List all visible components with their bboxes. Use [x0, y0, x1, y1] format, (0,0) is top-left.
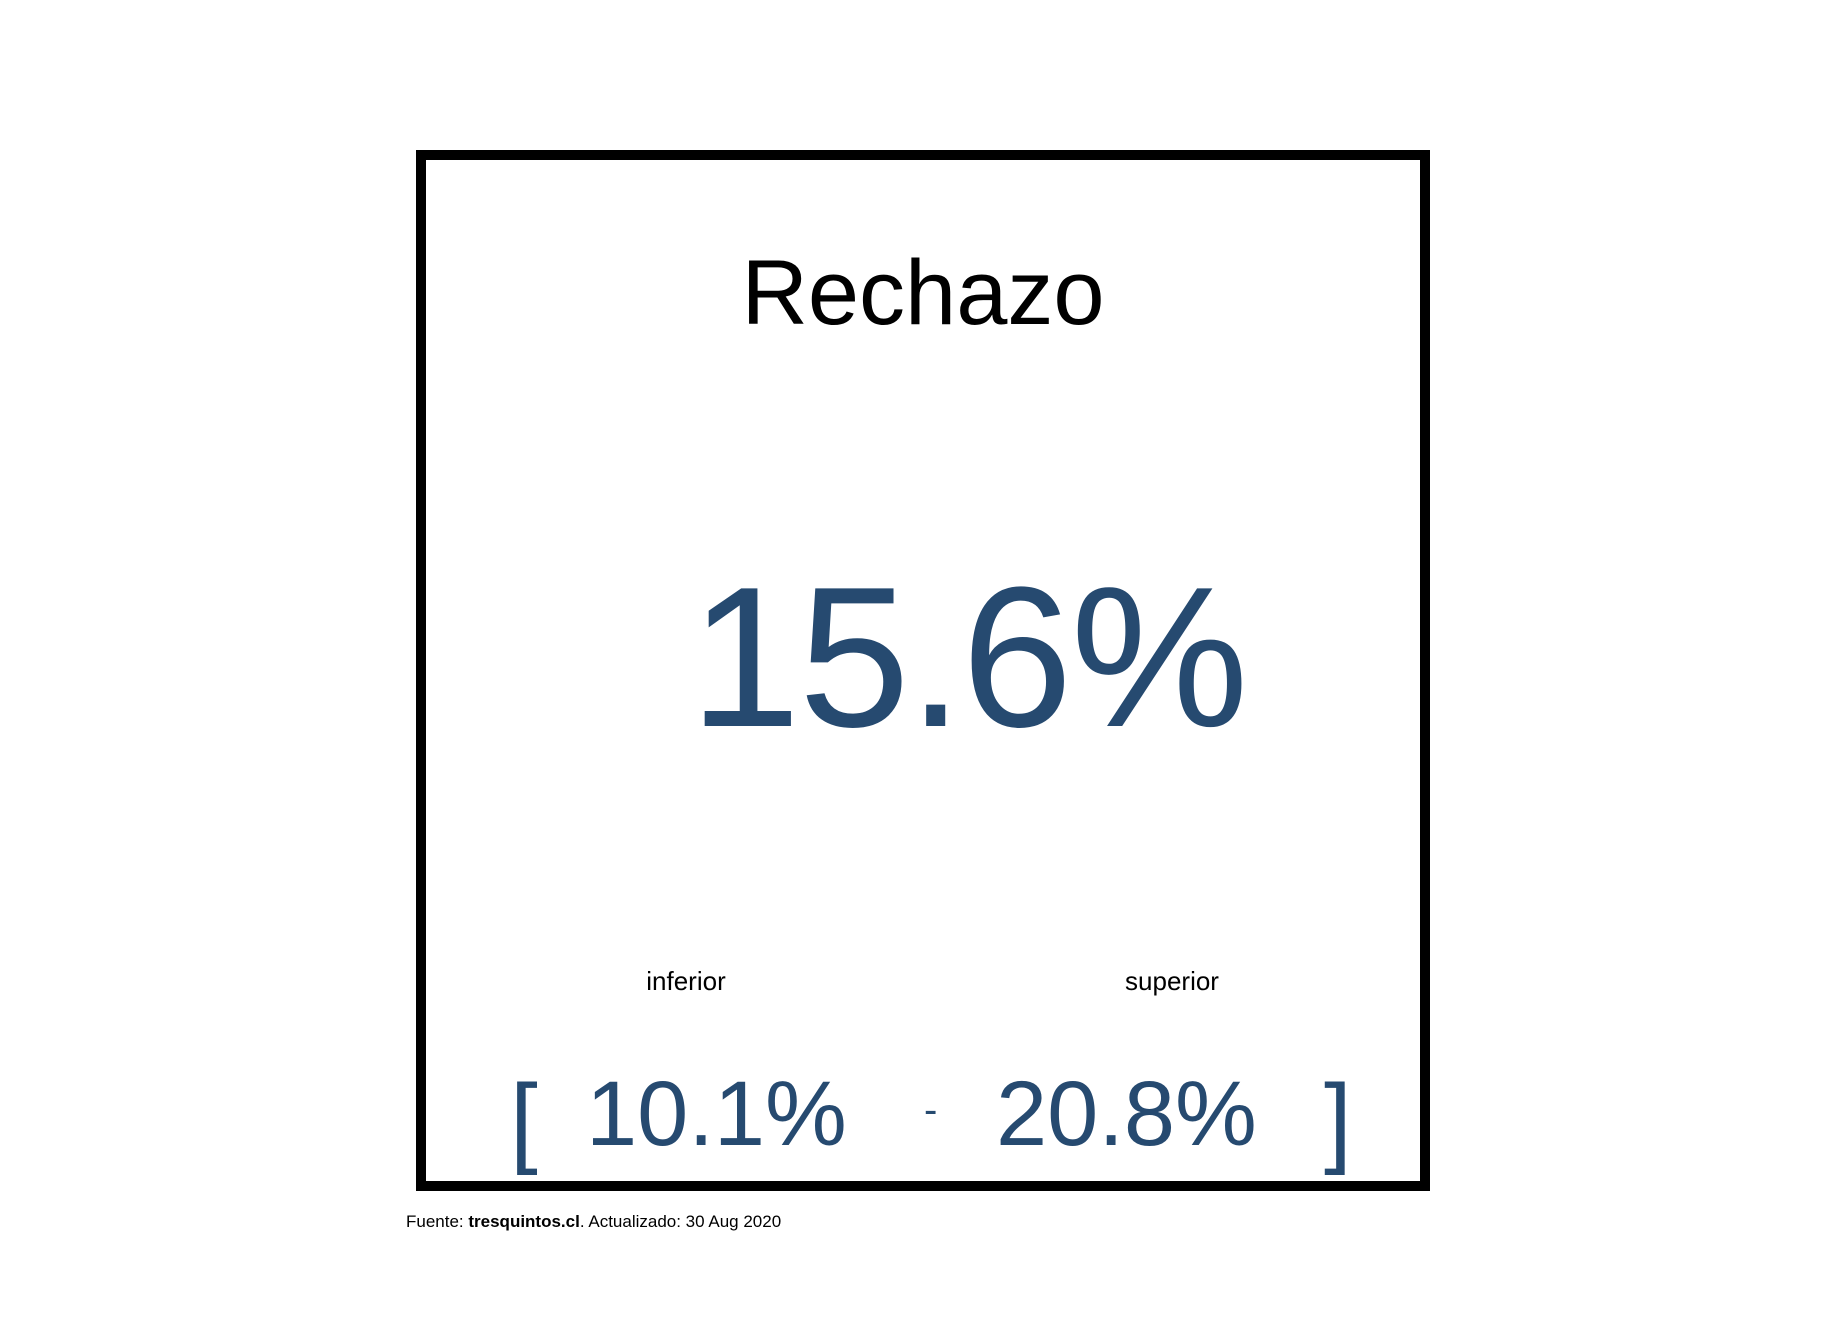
range-open-bracket: [	[510, 1064, 538, 1176]
footer-updated-text: . Actualizado: 30 Aug 2020	[579, 1212, 782, 1231]
footer-source-prefix: Fuente:	[406, 1212, 469, 1231]
range-separator: -	[924, 1088, 938, 1132]
estimate-value: 15.6%	[689, 546, 1248, 769]
card-title: Rechazo	[741, 242, 1105, 344]
lower-bound-label: inferior	[646, 966, 726, 996]
lower-bound-value: 10.1%	[586, 1063, 847, 1165]
upper-bound-value: 20.8%	[996, 1063, 1257, 1165]
range-close-bracket: ]	[1324, 1064, 1352, 1176]
footer-source-name: tresquintos.cl	[468, 1212, 580, 1231]
estimate-card: Rechazo 15.6% inferior superior [ 10.1% …	[416, 150, 1430, 1191]
source-footer: Fuente: tresquintos.cl. Actualizado: 30 …	[406, 1213, 781, 1230]
upper-bound-label: superior	[1125, 966, 1219, 996]
